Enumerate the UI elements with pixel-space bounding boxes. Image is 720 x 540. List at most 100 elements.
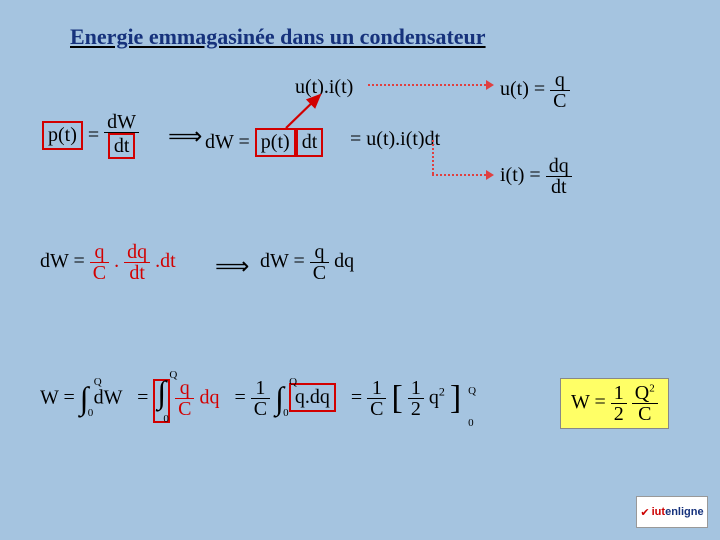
- dashed-arrowhead-right-1: [486, 80, 499, 90]
- int3-lo: 0: [283, 407, 289, 419]
- logo-enligne: enligne: [665, 506, 704, 518]
- r3-w: W =: [40, 386, 75, 408]
- title-text: Energie emmagasinée dans un condensateur: [70, 24, 486, 49]
- r3-1c-den: C: [251, 399, 270, 419]
- res-q2c-den: C: [632, 404, 658, 424]
- int-3: ∫ Q 0: [275, 380, 284, 417]
- res-q2c-num: Q2: [632, 383, 658, 404]
- pt-frac: dW dt: [104, 112, 139, 159]
- res-half-num: 1: [611, 383, 627, 404]
- r3-dw: dW: [94, 386, 123, 408]
- r2r-frac: q C: [310, 242, 329, 283]
- r2r-suffix: dq: [334, 250, 354, 272]
- eq-row2-left: dW = q C . dq dt .dt: [40, 242, 176, 283]
- ut-frac: q C: [550, 70, 569, 111]
- r2l-dot: .: [114, 250, 119, 272]
- r2r-num: q: [310, 242, 329, 263]
- logo-iutenligne: ✔ iutenligne: [636, 496, 708, 528]
- ut-lhs: u(t) =: [500, 78, 545, 100]
- int2-lo: 0: [163, 416, 169, 424]
- r3-eq2: =: [127, 386, 153, 408]
- res-q2c: Q2 C: [632, 383, 658, 424]
- r2l-num2: dq: [124, 242, 150, 263]
- r3-half: 1 2: [408, 378, 424, 419]
- int-2: ∫ Q 0: [153, 374, 170, 423]
- int1-up: Q: [94, 376, 102, 388]
- r2l-num1: q: [90, 242, 109, 263]
- uitdt-text: = u(t).i(t)dt: [350, 128, 440, 150]
- int1-lo: 0: [88, 407, 94, 419]
- pt-box: p(t): [42, 121, 83, 150]
- r3-qc-num: q: [175, 378, 194, 399]
- ut-den: C: [550, 91, 569, 111]
- r2l-frac1: q C: [90, 242, 109, 283]
- dashed-down-h: [432, 174, 486, 176]
- it-frac: dq dt: [546, 156, 572, 197]
- r2l-suffix: .dt: [155, 250, 176, 272]
- eq-row2-right: dW = q C dq: [260, 242, 354, 283]
- dashed-down-v: [432, 140, 434, 174]
- eq-dw-uitdt: = u(t).i(t)dt: [350, 128, 440, 151]
- int3-up: Q: [289, 376, 297, 388]
- int2-box: ∫ Q 0: [153, 379, 170, 423]
- eq-dw-ptdt: dW = p(t) dt: [205, 128, 323, 157]
- ut-num: q: [550, 70, 569, 91]
- dw-prefix: dW =: [205, 131, 250, 153]
- logo-iut: iut: [652, 506, 665, 518]
- dashed-arrowhead-right-2: [486, 170, 499, 180]
- r3-1c2-num: 1: [367, 378, 386, 399]
- r2r-den: C: [310, 263, 329, 283]
- res-half-den: 2: [611, 404, 627, 424]
- it-lhs: i(t) =: [500, 164, 541, 186]
- r3-qc-den: C: [175, 399, 194, 419]
- p-text: p(t): [261, 131, 290, 153]
- res-q: Q: [635, 382, 649, 404]
- logo-check-icon: ✔: [640, 506, 649, 519]
- pt-num: dW: [104, 112, 139, 133]
- eq-ut-it-top: u(t).i(t): [295, 76, 353, 99]
- qdq-text: q.dq: [295, 386, 330, 408]
- result-box: W = 1 2 Q2 C: [560, 378, 669, 429]
- r3-eq3: =: [224, 386, 250, 408]
- lim-lo: 0: [468, 417, 474, 429]
- r3-eq4: =: [341, 386, 367, 408]
- dt-box: dt: [108, 133, 136, 159]
- eq-pt-dwdt: p(t) = dW dt: [42, 112, 139, 159]
- res-q-sup: 2: [649, 382, 655, 394]
- res-half: 1 2: [611, 383, 627, 424]
- rbracket: ]: [450, 380, 461, 417]
- implies-arrow-2: ⟹: [215, 252, 249, 281]
- lbracket: [: [391, 380, 402, 417]
- r3-1c-num: 1: [251, 378, 270, 399]
- dt-text: dt: [114, 135, 130, 157]
- dt-box-2: dt: [296, 128, 324, 157]
- r3-q: q: [429, 386, 439, 408]
- eq-it-dqdt: i(t) = dq dt: [500, 156, 572, 197]
- dt-text-2: dt: [302, 131, 318, 153]
- eq-row3: W = ∫ Q 0 dW = ∫ Q 0 q C dq = 1 C ∫ Q 0 …: [40, 374, 466, 423]
- r2l-prefix: dW =: [40, 250, 85, 272]
- r3-half-den: 2: [408, 399, 424, 419]
- equals-1: =: [88, 124, 104, 146]
- dashed-top-right: [368, 84, 486, 86]
- int2-up: Q: [169, 372, 177, 380]
- r3-1c2-den: C: [367, 399, 386, 419]
- page-title: Energie emmagasinée dans un condensateur: [70, 24, 486, 50]
- lim-up: Q: [468, 385, 476, 397]
- p-box: p(t): [255, 128, 296, 157]
- r2l-frac2: dq dt: [124, 242, 150, 283]
- r3-dq-1: dq: [199, 386, 219, 408]
- r3-1c-2: 1 C: [367, 378, 386, 419]
- r2r-prefix: dW =: [260, 250, 305, 272]
- ut-it-text: u(t).i(t): [295, 76, 353, 98]
- res-lhs: W =: [571, 391, 606, 413]
- r2l-den1: C: [90, 263, 109, 283]
- implies-glyph-2: ⟹: [215, 254, 249, 280]
- r3-qsup: 2: [439, 385, 445, 399]
- implies-glyph-1: ⟹: [168, 124, 202, 150]
- r3-1c: 1 C: [251, 378, 270, 419]
- eq-ut-qc: u(t) = q C: [500, 70, 570, 111]
- it-den: dt: [546, 177, 572, 197]
- r2l-den2: dt: [124, 263, 150, 283]
- r3-frac-qc: q C: [175, 378, 194, 419]
